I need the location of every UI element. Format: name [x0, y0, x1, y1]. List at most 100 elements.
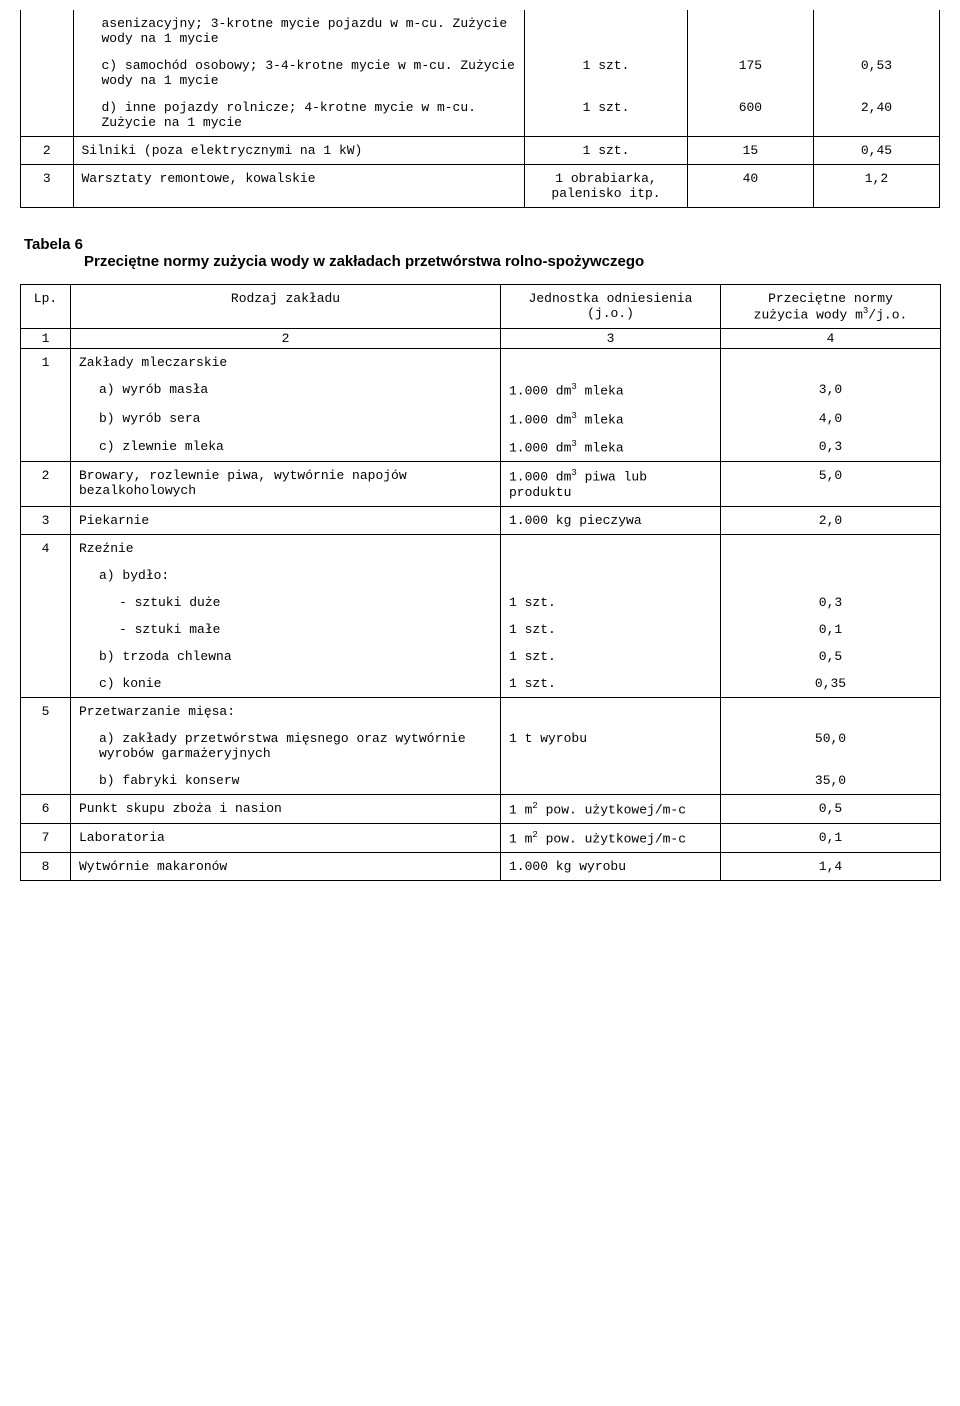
cell: 1 szt.	[501, 616, 721, 643]
cell: 1.000 dm3 mleka	[501, 433, 721, 462]
cell	[721, 534, 941, 562]
cell: a) bydło:	[71, 562, 501, 589]
cell	[21, 643, 71, 670]
col-header: Lp.	[21, 285, 71, 329]
table-row: 3 Piekarnie 1.000 kg pieczywa 2,0	[21, 506, 941, 534]
table-row: 3 Warsztaty remontowe, kowalskie 1 obrab…	[21, 165, 940, 208]
table-row: asenizacyjny; 3-krotne mycie pojazdu w m…	[21, 10, 940, 52]
cell	[21, 10, 74, 52]
cell	[21, 670, 71, 698]
cell: 0,3	[721, 433, 941, 462]
cell	[21, 94, 74, 137]
table-title: Przeciętne normy zużycia wody w zakładac…	[84, 253, 940, 270]
table-row: a) zakłady przetwórstwa mięsnego oraz wy…	[21, 725, 941, 767]
cell: d) inne pojazdy rolnicze; 4-krotne mycie…	[73, 94, 525, 137]
cell: 5	[21, 697, 71, 725]
cell: 2,0	[721, 506, 941, 534]
cell: 1.000 dm3 mleka	[501, 376, 721, 404]
cell: 3,0	[721, 376, 941, 404]
text: pow. użytkowej/m-c	[538, 802, 686, 817]
cell: - sztuki małe	[71, 616, 501, 643]
cell	[525, 10, 688, 52]
text: mleka	[577, 412, 624, 427]
cell: Warsztaty remontowe, kowalskie	[73, 165, 525, 208]
table-numrow: 1 2 3 4	[21, 329, 941, 349]
cell: 4	[21, 534, 71, 562]
text: Przeciętne normy	[768, 291, 893, 306]
cell: asenizacyjny; 3-krotne mycie pojazdu w m…	[73, 10, 525, 52]
cell: 1,2	[813, 165, 939, 208]
table-row: c) zlewnie mleka 1.000 dm3 mleka 0,3	[21, 433, 941, 462]
cell: b) fabryki konserw	[71, 767, 501, 795]
text: 1 m	[509, 831, 532, 846]
cell: Rzeźnie	[71, 534, 501, 562]
table-row: 5 Przetwarzanie mięsa:	[21, 697, 941, 725]
table-header-row: Lp. Rodzaj zakładu Jednostka odniesienia…	[21, 285, 941, 329]
cell: 1.000 kg wyrobu	[501, 853, 721, 881]
cell: 3	[21, 506, 71, 534]
cell: a) zakłady przetwórstwa mięsnego oraz wy…	[71, 725, 501, 767]
cell: 3	[501, 329, 721, 349]
table-row: 7 Laboratoria 1 m2 pow. użytkowej/m-c 0,…	[21, 823, 941, 852]
cell: 1 t wyrobu	[501, 725, 721, 767]
text: 1.000 dm	[509, 384, 571, 399]
table-row: b) trzoda chlewna 1 szt. 0,5	[21, 643, 941, 670]
col-header: Przeciętne normy zużycia wody m3/j.o.	[721, 285, 941, 329]
table-row: d) inne pojazdy rolnicze; 4-krotne mycie…	[21, 94, 940, 137]
text: zużycia wody m	[754, 307, 863, 322]
text: pow. użytkowej/m-c	[538, 831, 686, 846]
cell	[21, 52, 74, 94]
table-number: Tabela 6	[24, 236, 940, 253]
cell	[21, 562, 71, 589]
text: 1 m	[509, 802, 532, 817]
cell: Wytwórnie makaronów	[71, 853, 501, 881]
cell	[21, 725, 71, 767]
table-row: - sztuki małe 1 szt. 0,1	[21, 616, 941, 643]
cell: 1.000 kg pieczywa	[501, 506, 721, 534]
cell: c) zlewnie mleka	[71, 433, 501, 462]
table-row: b) wyrób sera 1.000 dm3 mleka 4,0	[21, 405, 941, 433]
cell: 1	[21, 329, 71, 349]
cell: Piekarnie	[71, 506, 501, 534]
cell: 0,5	[721, 794, 941, 823]
text: mleka	[577, 440, 624, 455]
cell	[21, 405, 71, 433]
cell: 1 szt.	[525, 94, 688, 137]
table-main: Lp. Rodzaj zakładu Jednostka odniesienia…	[20, 284, 941, 881]
cell: 0,1	[721, 823, 941, 852]
cell: b) trzoda chlewna	[71, 643, 501, 670]
table-top: asenizacyjny; 3-krotne mycie pojazdu w m…	[20, 10, 940, 208]
cell: b) wyrób sera	[71, 405, 501, 433]
cell: 1	[21, 349, 71, 377]
col-header: Rodzaj zakładu	[71, 285, 501, 329]
cell: 7	[21, 823, 71, 852]
cell: 0,53	[813, 52, 939, 94]
cell: 2	[21, 137, 74, 165]
cell: 2	[71, 329, 501, 349]
cell: 35,0	[721, 767, 941, 795]
cell: 1 szt.	[501, 589, 721, 616]
cell: a) wyrób masła	[71, 376, 501, 404]
table-row: c) konie 1 szt. 0,35	[21, 670, 941, 698]
table-row: 8 Wytwórnie makaronów 1.000 kg wyrobu 1,…	[21, 853, 941, 881]
cell: 1 szt.	[525, 52, 688, 94]
cell	[501, 534, 721, 562]
cell	[21, 616, 71, 643]
cell: Punkt skupu zboża i nasion	[71, 794, 501, 823]
cell	[21, 433, 71, 462]
cell: 0,45	[813, 137, 939, 165]
cell: 175	[687, 52, 813, 94]
text: /j.o.	[868, 307, 907, 322]
cell: 1 szt.	[501, 670, 721, 698]
cell: 1 m2 pow. użytkowej/m-c	[501, 794, 721, 823]
cell: 3	[21, 165, 74, 208]
table-row: a) wyrób masła 1.000 dm3 mleka 3,0	[21, 376, 941, 404]
cell: 4,0	[721, 405, 941, 433]
table-row: 1 Zakłady mleczarskie	[21, 349, 941, 377]
cell	[501, 562, 721, 589]
cell: 1 obrabiarka, palenisko itp.	[525, 165, 688, 208]
cell: 2,40	[813, 94, 939, 137]
cell: 0,1	[721, 616, 941, 643]
cell: Zakłady mleczarskie	[71, 349, 501, 377]
cell: c) samochód osobowy; 3-4-krotne mycie w …	[73, 52, 525, 94]
